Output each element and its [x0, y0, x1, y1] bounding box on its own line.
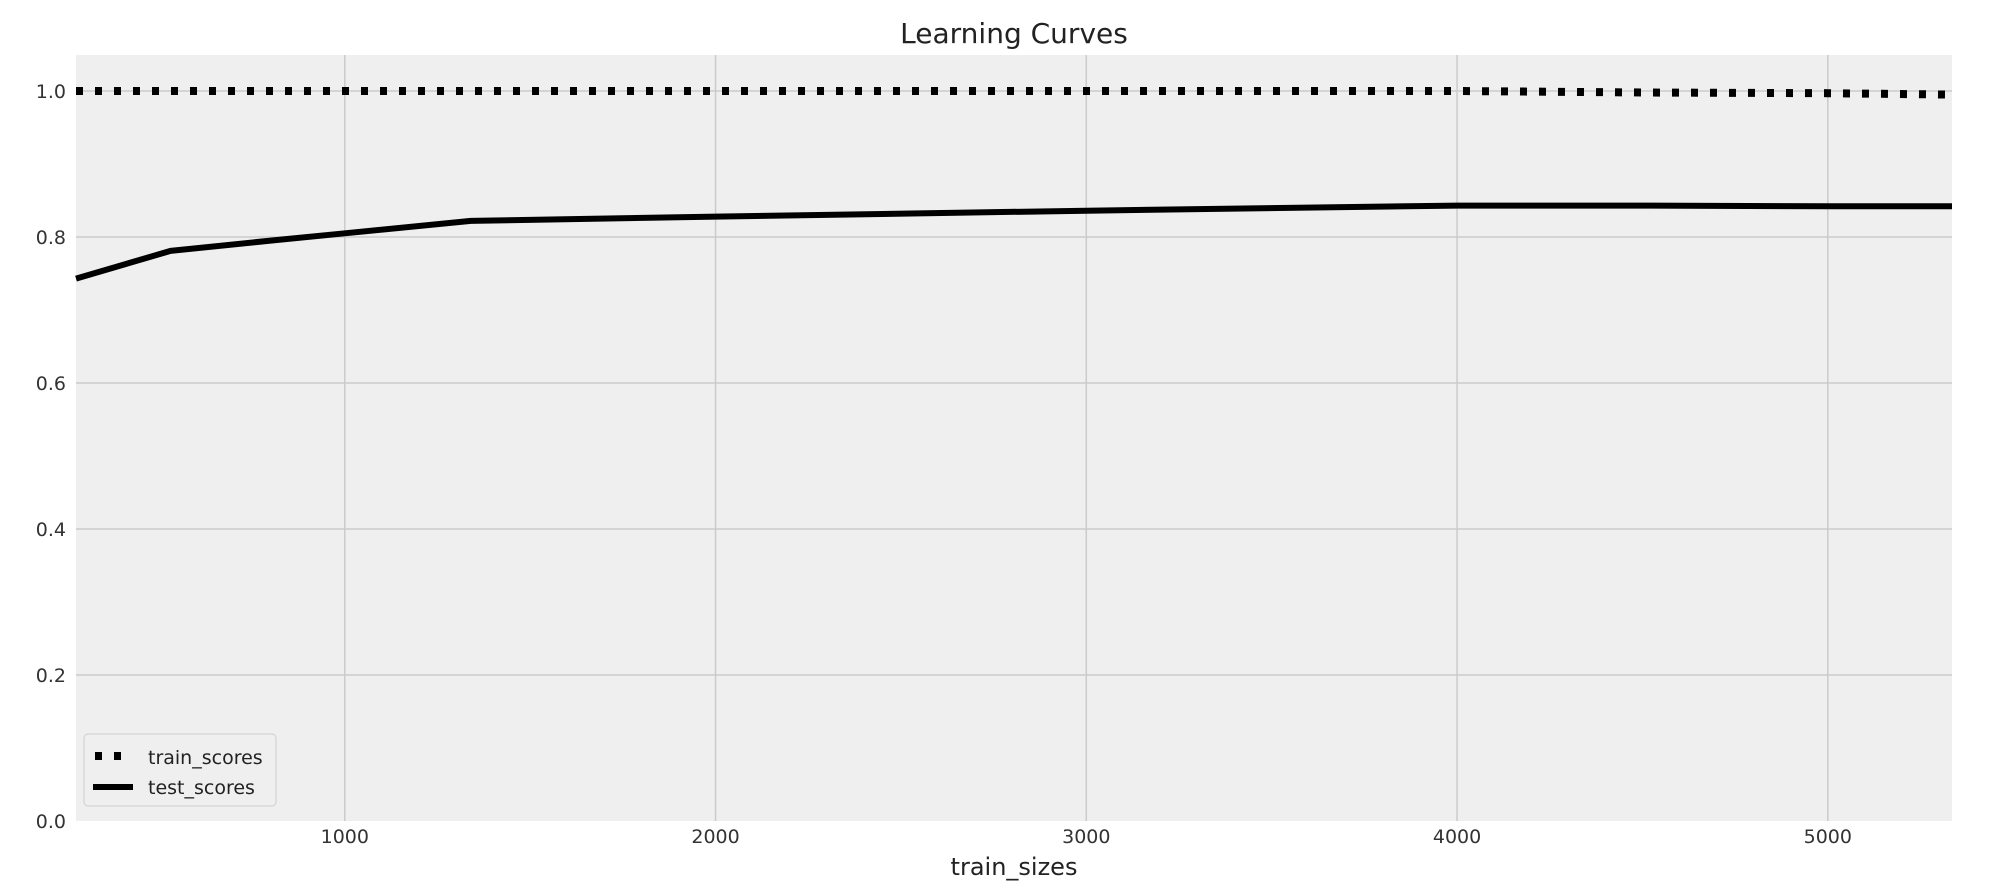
x-tick-label: 2000 [691, 826, 739, 848]
y-tick-label: 1.0 [36, 81, 66, 103]
x-tick-label: 1000 [321, 826, 369, 848]
x-tick-label: 3000 [1062, 826, 1110, 848]
y-tick-label: 0.0 [36, 811, 66, 833]
x-tick-label: 4000 [1433, 826, 1481, 848]
y-tick-label: 0.8 [36, 227, 66, 249]
series-layer [75, 87, 1953, 282]
y-tick-label: 0.6 [36, 373, 66, 395]
y-tick-label: 0.2 [36, 665, 66, 687]
y-axis-ticks: 0.0 0.2 0.4 0.6 0.8 1.0 [36, 81, 66, 833]
x-axis-ticks: 1000 2000 3000 4000 5000 [321, 826, 1852, 848]
legend-label-train-scores: train_scores [148, 747, 263, 769]
plot-area [76, 55, 1952, 821]
legend: train_scores test_scores [83, 733, 277, 807]
x-axis-label: train_sizes [951, 853, 1078, 881]
series-line-test-scores [75, 202, 1952, 282]
y-tick-label: 0.4 [36, 519, 66, 541]
x-tick-label: 5000 [1804, 826, 1852, 848]
series-line-train-scores [76, 87, 1953, 99]
legend-label-test-scores: test_scores [148, 777, 255, 799]
chart-title: Learning Curves [900, 17, 1128, 50]
